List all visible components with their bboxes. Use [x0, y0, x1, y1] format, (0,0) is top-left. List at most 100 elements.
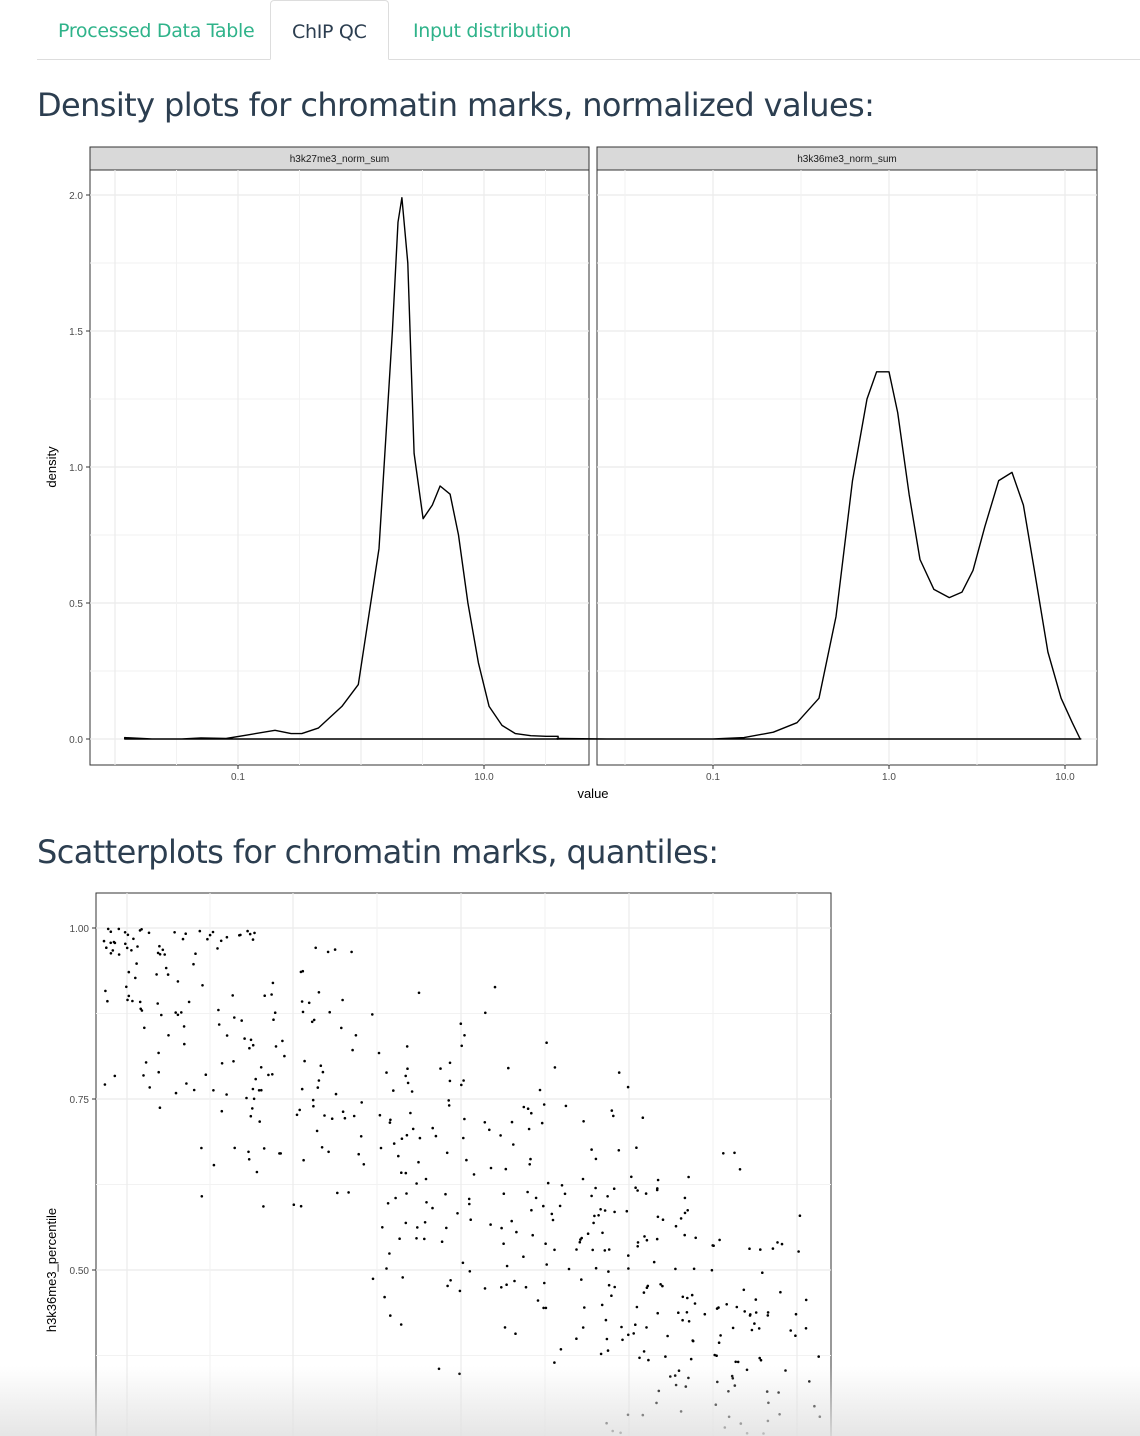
scatter-point — [634, 1323, 637, 1326]
scatter-point — [687, 1320, 691, 1323]
scatter-point — [417, 991, 421, 995]
scatter-point — [445, 1226, 448, 1230]
scatter-point — [594, 1266, 598, 1270]
scatter-point — [445, 1151, 449, 1155]
scatter-point — [567, 1267, 571, 1271]
scatter-point — [359, 1135, 363, 1138]
scatter-point — [638, 1356, 641, 1360]
scatter-point — [691, 1339, 694, 1342]
y-tick-label: 0.75 — [70, 1095, 90, 1106]
scatter-point — [664, 1355, 667, 1358]
scatter-point — [630, 1175, 633, 1179]
scatter-point — [526, 1190, 529, 1194]
scatter-point — [317, 991, 321, 994]
scatter-point — [458, 1289, 462, 1293]
scatter-point — [620, 1325, 623, 1329]
scatter-point — [681, 1295, 685, 1299]
scatter-point — [117, 953, 121, 956]
scatter-point — [529, 1157, 532, 1161]
scatter-point — [405, 1045, 409, 1048]
scatter-point — [502, 1192, 506, 1195]
scatter-point — [713, 1353, 716, 1357]
scatter-point — [652, 1260, 656, 1264]
scatter-point — [292, 1203, 296, 1206]
density-section-heading: Density plots for chromatin marks, norma… — [37, 86, 875, 124]
scatter-point — [135, 962, 138, 965]
scatter-point — [217, 1008, 220, 1012]
scatter-point — [590, 1194, 593, 1198]
scatter-point — [123, 931, 127, 934]
scatter-point — [538, 1088, 542, 1092]
scatter-point — [636, 1245, 639, 1248]
x-axis-title: value — [577, 786, 608, 801]
scatter-point — [689, 1357, 693, 1361]
scatter-point — [127, 994, 131, 998]
scatter-point — [158, 1106, 162, 1109]
scatter-point — [603, 1209, 607, 1212]
scatter-point — [180, 1011, 183, 1014]
scatter-point — [105, 946, 108, 949]
scatter-point — [794, 1312, 798, 1316]
scatter-point — [113, 941, 117, 945]
scatter-point — [580, 1278, 583, 1281]
scatter-point — [411, 1127, 415, 1131]
scatter-point — [231, 994, 234, 997]
scatter-point — [582, 1120, 585, 1123]
tab-input-distribution[interactable]: Input distribution — [413, 20, 572, 42]
scatter-point — [267, 1073, 270, 1077]
scatter-point — [182, 1025, 186, 1028]
scatter-point — [388, 1121, 392, 1124]
scatter-point — [592, 1221, 595, 1225]
scatter-point — [176, 980, 180, 983]
scatter-point — [131, 999, 134, 1003]
scatter-point — [260, 1088, 263, 1092]
scatter-point — [647, 1358, 650, 1362]
scatter-point — [415, 1237, 418, 1240]
scatter-point — [679, 1217, 683, 1220]
scatter-point — [601, 1231, 604, 1235]
scatter-point — [102, 939, 106, 943]
scatter-point — [212, 1089, 215, 1092]
scatter-point — [232, 1060, 235, 1063]
tab-chip-qc[interactable]: ChIP QC — [270, 0, 389, 60]
scatter-point — [542, 1204, 545, 1208]
scatter-point — [794, 1334, 797, 1337]
scatter-point — [300, 1000, 304, 1003]
scatter-point — [634, 1186, 637, 1189]
scatter-point — [183, 1042, 186, 1046]
scatter-point — [200, 1195, 204, 1198]
scatter-point — [220, 1109, 224, 1113]
scatter-point — [575, 1248, 578, 1251]
scatter-point — [273, 1011, 277, 1014]
scatter-point — [381, 1226, 384, 1229]
scatter-point — [163, 953, 166, 956]
scatter-point — [462, 1079, 465, 1082]
scatter-point — [155, 973, 158, 976]
tab-processed-data-table[interactable]: Processed Data Table — [58, 20, 255, 42]
scatter-point — [735, 1305, 739, 1309]
scatter-point — [612, 1187, 616, 1190]
scatter-point — [581, 1326, 585, 1329]
scatter-point — [502, 1242, 505, 1245]
scatter-panel — [95, 892, 832, 1436]
scatter-point — [385, 1267, 388, 1270]
scatter-point — [379, 1146, 383, 1150]
scatter-point — [534, 1196, 538, 1200]
scatter-point — [138, 1000, 142, 1004]
scatter-point — [340, 1026, 343, 1030]
scatter-point — [362, 1163, 366, 1166]
scatter-point — [431, 1206, 434, 1210]
scatter-point — [192, 1088, 196, 1092]
scatter-point — [341, 1110, 345, 1113]
scatter-point — [500, 1226, 503, 1230]
scatter-point — [334, 1092, 338, 1096]
scatter-point — [147, 931, 151, 935]
scatter-point — [733, 1151, 736, 1155]
scatter-point — [262, 1205, 265, 1208]
scatter-point — [156, 1002, 159, 1005]
scatter-point — [211, 930, 215, 934]
scatter-point — [448, 1061, 452, 1065]
scatter-point — [489, 1223, 492, 1226]
scatter-point — [406, 1067, 409, 1070]
scatter-point — [158, 944, 161, 948]
